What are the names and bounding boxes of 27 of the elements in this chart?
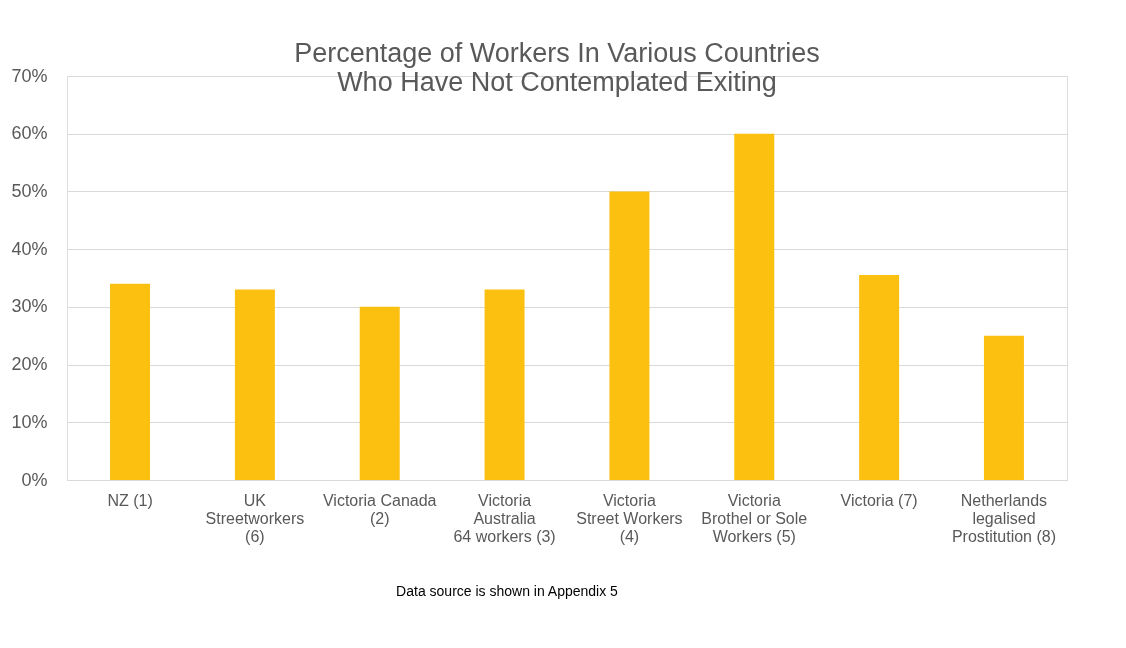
x-tick-label: Victoria Australia 64 workers (3) [453, 491, 556, 545]
bar [484, 289, 525, 480]
bar [609, 191, 650, 480]
y-tick-label: 70% [11, 65, 48, 86]
x-tick-label: Victoria Street Workers (4) [576, 491, 683, 545]
bar [983, 335, 1024, 480]
source-note: Data source is shown in Appendix 5 [396, 583, 619, 599]
bar [859, 275, 900, 480]
x-tick-label: Victoria Canada (2) [322, 491, 437, 527]
x-tick-label: Victoria Brothel or Sole Workers (5) [701, 491, 808, 545]
bar [734, 133, 775, 480]
y-tick-label: 60% [11, 123, 48, 144]
x-tick-label: Netherlands legalised Prostitution (8) [951, 491, 1056, 545]
y-tick-label: 0% [21, 469, 48, 490]
bar [234, 289, 275, 480]
text: Who Have Not Contemplated Exiting [337, 67, 777, 97]
x-tick-label: NZ (1) [107, 491, 153, 509]
y-tick-label: 40% [11, 238, 48, 259]
x-tick-label: Victoria (7) [840, 491, 918, 509]
y-tick-label: 10% [11, 411, 48, 432]
bar [110, 283, 151, 480]
y-tick-label: 30% [11, 296, 48, 317]
y-tick-label: 20% [11, 354, 48, 375]
bar [359, 306, 400, 480]
x-tick-label: UK Streetworkers (6) [205, 491, 305, 545]
text: Percentage of Workers In Various Countries [294, 38, 820, 68]
y-tick-label: 50% [11, 180, 48, 201]
